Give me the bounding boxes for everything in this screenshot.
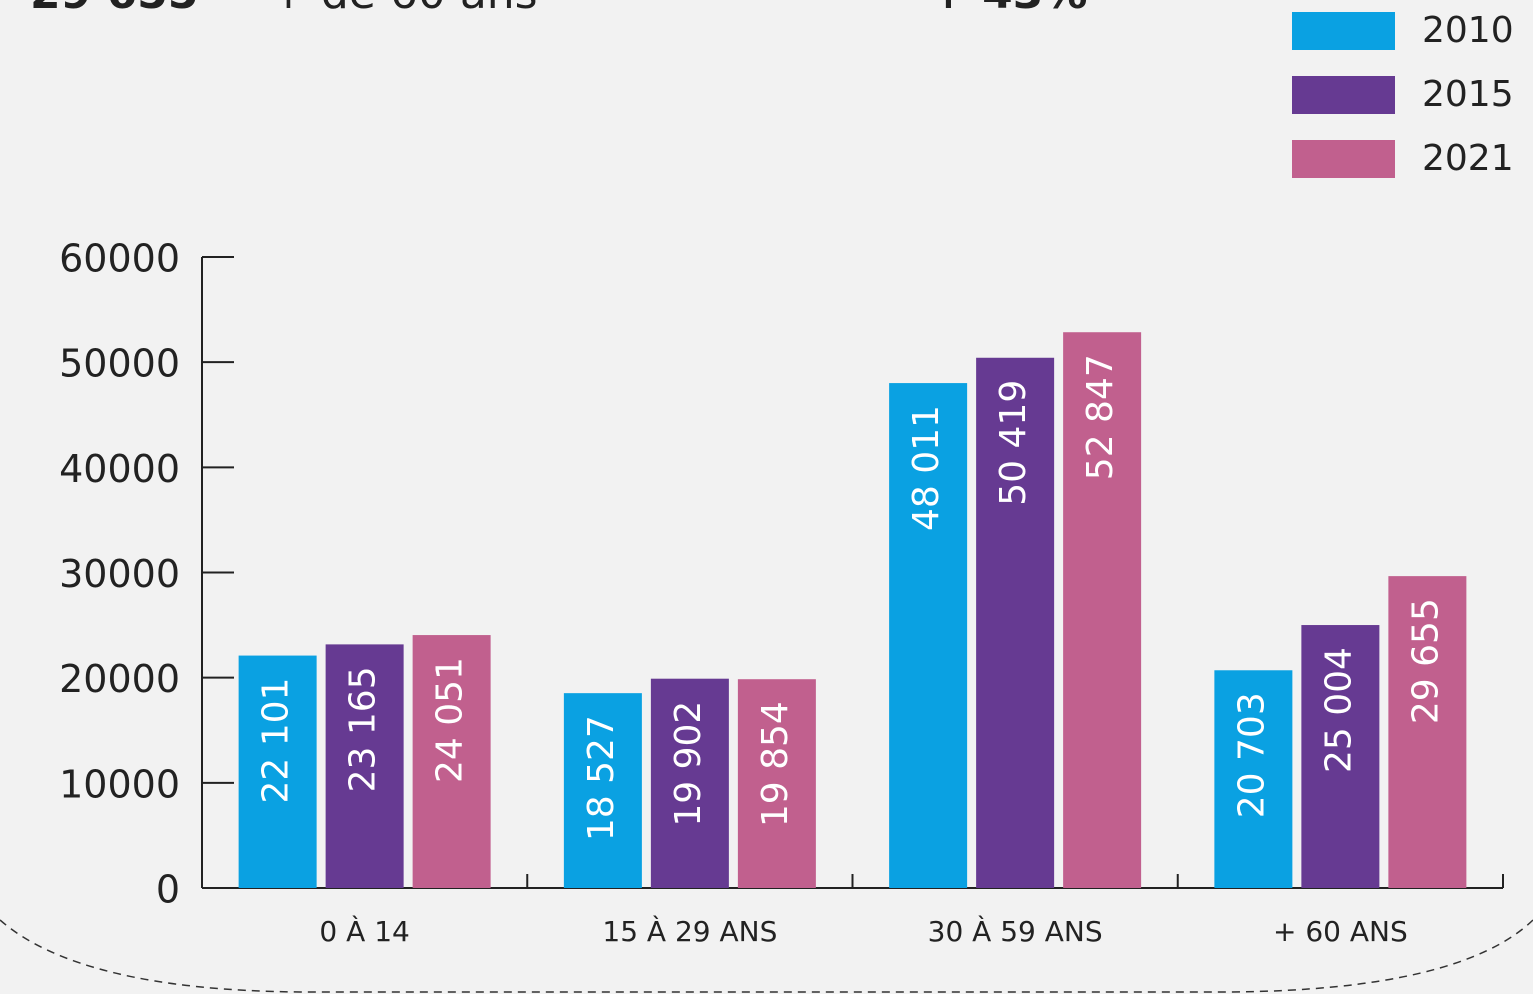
- value-label: 19 902: [668, 701, 709, 827]
- y-tick-label: 20000: [59, 657, 180, 701]
- bar: [563, 693, 642, 888]
- value-label: 20 703: [1231, 692, 1272, 818]
- annotation: + 43%: [930, 0, 1088, 19]
- bar: [976, 357, 1055, 888]
- value-label: 22 101: [256, 678, 297, 804]
- value-label: 24 051: [430, 657, 471, 783]
- legend-swatch: [1292, 76, 1395, 114]
- bar: [325, 644, 404, 888]
- value-label: 18 527: [581, 715, 622, 841]
- annotation: + de 60 ans: [270, 0, 538, 19]
- frame-curve: [0, 919, 1533, 993]
- bar: [1388, 576, 1467, 888]
- bar: [1301, 625, 1380, 888]
- y-tick-label: 60000: [59, 237, 180, 281]
- bar: [412, 635, 491, 888]
- bar: [737, 679, 816, 888]
- x-tick-label: + 60 ANS: [1273, 915, 1408, 948]
- y-tick-label: 50000: [59, 342, 180, 386]
- value-label: 29 655: [1405, 598, 1446, 724]
- value-label: 48 011: [906, 405, 947, 531]
- y-tick-label: 10000: [59, 762, 180, 806]
- annotation: 29 655: [30, 0, 198, 19]
- value-label: 19 854: [755, 701, 796, 827]
- value-label: 23 165: [343, 666, 384, 792]
- value-label: 25 004: [1318, 647, 1359, 773]
- y-tick-label: 0: [156, 868, 180, 912]
- value-label: 50 419: [993, 380, 1034, 506]
- legend-swatch: [1292, 140, 1395, 178]
- bar: [889, 383, 968, 888]
- legend-label: 2010: [1422, 10, 1514, 51]
- x-tick-label: 30 À 59 ANS: [928, 914, 1103, 948]
- legend-label: 2021: [1422, 138, 1514, 179]
- y-tick-label: 40000: [59, 447, 180, 491]
- bar: [650, 678, 729, 888]
- legend-swatch: [1292, 12, 1395, 50]
- legend-label: 2015: [1422, 74, 1514, 115]
- x-tick-label: 0 À 14: [319, 914, 409, 948]
- bar: [1063, 332, 1142, 888]
- bar: [238, 655, 317, 888]
- value-label: 52 847: [1080, 354, 1121, 480]
- bar: [1214, 670, 1293, 888]
- y-tick-label: 30000: [59, 552, 180, 596]
- x-tick-label: 15 À 29 ANS: [602, 914, 777, 948]
